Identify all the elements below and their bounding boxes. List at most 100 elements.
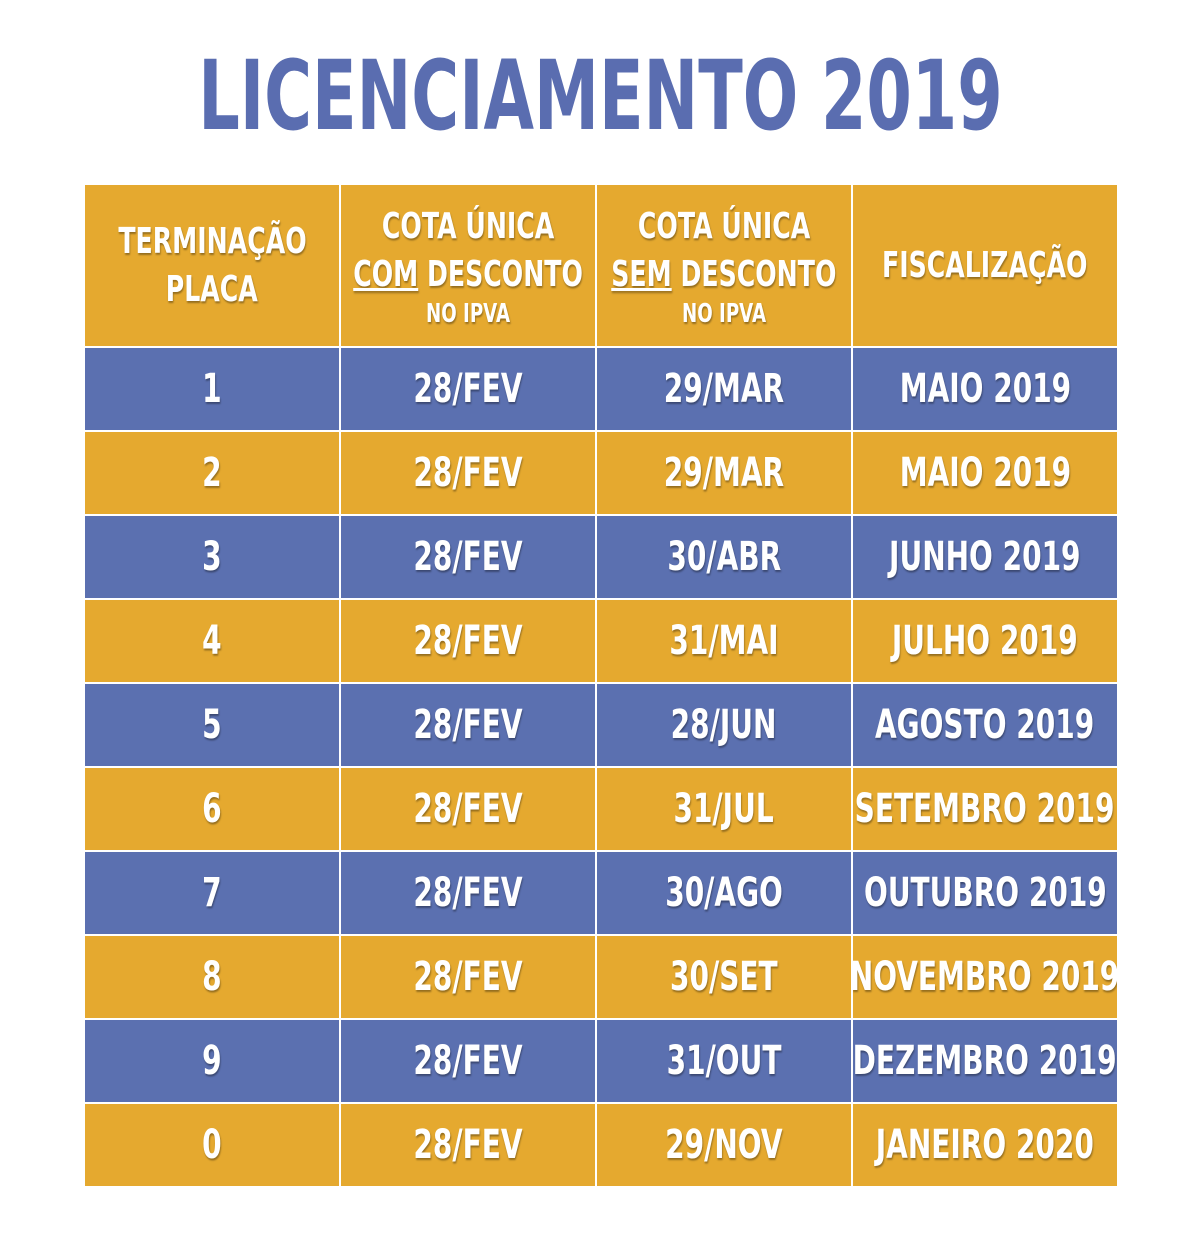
header-text: NO IPVA — [681, 298, 767, 329]
table-cell: 28/FEV — [341, 516, 597, 600]
cell-text: SETEMBRO 2019 — [855, 786, 1115, 832]
table-cell: 30/ABR — [597, 516, 853, 600]
table-cell: DEZEMBRO 2019 — [853, 1020, 1117, 1104]
cell-text: 28/FEV — [413, 1122, 523, 1168]
table-cell: 28/FEV — [341, 1104, 597, 1188]
header-cell: COTA ÚNICA SEM DESCONTO NO IPVA — [597, 185, 853, 348]
table-cell: 28/FEV — [341, 432, 597, 516]
cell-text: 28/FEV — [413, 450, 523, 496]
cell-text: 28/FEV — [413, 954, 523, 1000]
header-line: SEM DESCONTO — [611, 251, 836, 299]
table-cell: MAIO 2019 — [853, 432, 1117, 516]
cell-text: 5 — [202, 702, 222, 748]
table-cell: 31/OUT — [597, 1020, 853, 1104]
table-row: 6 28/FEV 31/JUL SETEMBRO 2019 — [85, 768, 1117, 852]
header-text: DESCONTO — [426, 253, 583, 295]
table-cell: SETEMBRO 2019 — [853, 768, 1117, 852]
cell-text: 30/SET — [670, 954, 778, 1000]
header-text: PLACA — [165, 268, 259, 310]
cell-text: 28/FEV — [413, 534, 523, 580]
header-text: NO IPVA — [425, 298, 511, 329]
table-row: 0 28/FEV 29/NOV JANEIRO 2020 — [85, 1104, 1117, 1188]
cell-text: 28/FEV — [413, 702, 523, 748]
table-cell: AGOSTO 2019 — [853, 684, 1117, 768]
table-cell: 31/JUL — [597, 768, 853, 852]
table-cell: MAIO 2019 — [853, 348, 1117, 432]
cell-text: 28/FEV — [413, 1038, 523, 1084]
title: LICENCIAMENTO 2019 — [0, 40, 1200, 152]
table-cell: 4 — [85, 600, 341, 684]
cell-text: 30/ABR — [667, 534, 781, 580]
table-cell: 29/MAR — [597, 348, 853, 432]
table-cell: OUTUBRO 2019 — [853, 852, 1117, 936]
cell-text: 8 — [202, 954, 222, 1000]
table-cell: 30/AGO — [597, 852, 853, 936]
table-cell: 28/JUN — [597, 684, 853, 768]
header-text: COTA ÚNICA — [637, 205, 811, 247]
cell-text: 29/NOV — [665, 1122, 783, 1168]
cell-text: 2 — [202, 450, 222, 496]
table-cell: 29/MAR — [597, 432, 853, 516]
table-cell: 29/NOV — [597, 1104, 853, 1188]
cell-text: 31/OUT — [666, 1038, 782, 1084]
cell-text: 28/FEV — [413, 618, 523, 664]
cell-text: 28/JUN — [671, 702, 777, 748]
table-cell: 5 — [85, 684, 341, 768]
table-cell: 28/FEV — [341, 936, 597, 1020]
cell-text: 3 — [202, 534, 222, 580]
cell-text: 6 — [202, 786, 222, 832]
cell-text: 31/MAI — [669, 618, 779, 664]
cell-text: DEZEMBRO 2019 — [853, 1038, 1117, 1084]
table-row: 8 28/FEV 30/SET NOVEMBRO 2019 — [85, 936, 1117, 1020]
table: TERMINAÇÃO PLACA COTA ÚNICA COM DESCONTO… — [85, 185, 1117, 1188]
header-text: COTA ÚNICA — [381, 205, 555, 247]
table-row: 7 28/FEV 30/AGO OUTUBRO 2019 — [85, 852, 1117, 936]
table-row: 5 28/FEV 28/JUN AGOSTO 2019 — [85, 684, 1117, 768]
table-row: 3 28/FEV 30/ABR JUNHO 2019 — [85, 516, 1117, 600]
header-cell: TERMINAÇÃO PLACA — [85, 185, 341, 348]
table-cell: 0 — [85, 1104, 341, 1188]
table-cell: JULHO 2019 — [853, 600, 1117, 684]
table-cell: 30/SET — [597, 936, 853, 1020]
cell-text: 9 — [202, 1038, 222, 1084]
table-cell: 6 — [85, 768, 341, 852]
header-text: SEM — [611, 253, 672, 295]
table-cell: NOVEMBRO 2019 — [853, 936, 1117, 1020]
table-cell: 1 — [85, 348, 341, 432]
cell-text: 28/FEV — [413, 870, 523, 916]
cell-text: JULHO 2019 — [892, 618, 1078, 664]
cell-text: JANEIRO 2020 — [875, 1122, 1095, 1168]
cell-text: 28/FEV — [413, 786, 523, 832]
cell-text: 0 — [202, 1122, 222, 1168]
header-text: FISCALIZAÇÃO — [882, 244, 1088, 286]
cell-text: MAIO 2019 — [899, 450, 1071, 496]
header-text: TERMINAÇÃO — [117, 220, 307, 262]
table-row: 2 28/FEV 29/MAR MAIO 2019 — [85, 432, 1117, 516]
header-row: TERMINAÇÃO PLACA COTA ÚNICA COM DESCONTO… — [85, 185, 1117, 348]
cell-text: AGOSTO 2019 — [875, 702, 1095, 748]
table-row: 9 28/FEV 31/OUT DEZEMBRO 2019 — [85, 1020, 1117, 1104]
table-cell: 28/FEV — [341, 1020, 597, 1104]
table-cell: 28/FEV — [341, 684, 597, 768]
cell-text: 1 — [202, 366, 222, 412]
cell-text: 4 — [202, 618, 222, 664]
header-line: COM DESCONTO — [353, 251, 583, 299]
cell-text: JUNHO 2019 — [889, 534, 1081, 580]
cell-text: 31/JUL — [673, 786, 775, 832]
header-text: DESCONTO — [680, 253, 837, 295]
table-cell: 9 — [85, 1020, 341, 1104]
header-cell: COTA ÚNICA COM DESCONTO NO IPVA — [341, 185, 597, 348]
table-cell: 8 — [85, 936, 341, 1020]
header-text: COM — [353, 253, 419, 295]
table-cell: 28/FEV — [341, 768, 597, 852]
table-cell: 28/FEV — [341, 852, 597, 936]
table-cell: 28/FEV — [341, 600, 597, 684]
cell-text: OUTUBRO 2019 — [863, 870, 1107, 916]
table-cell: 28/FEV — [341, 348, 597, 432]
title-text: LICENCIAMENTO 2019 — [197, 40, 1003, 152]
table-cell: JUNHO 2019 — [853, 516, 1117, 600]
table-cell: 31/MAI — [597, 600, 853, 684]
cell-text: 28/FEV — [413, 366, 523, 412]
table-cell: JANEIRO 2020 — [853, 1104, 1117, 1188]
